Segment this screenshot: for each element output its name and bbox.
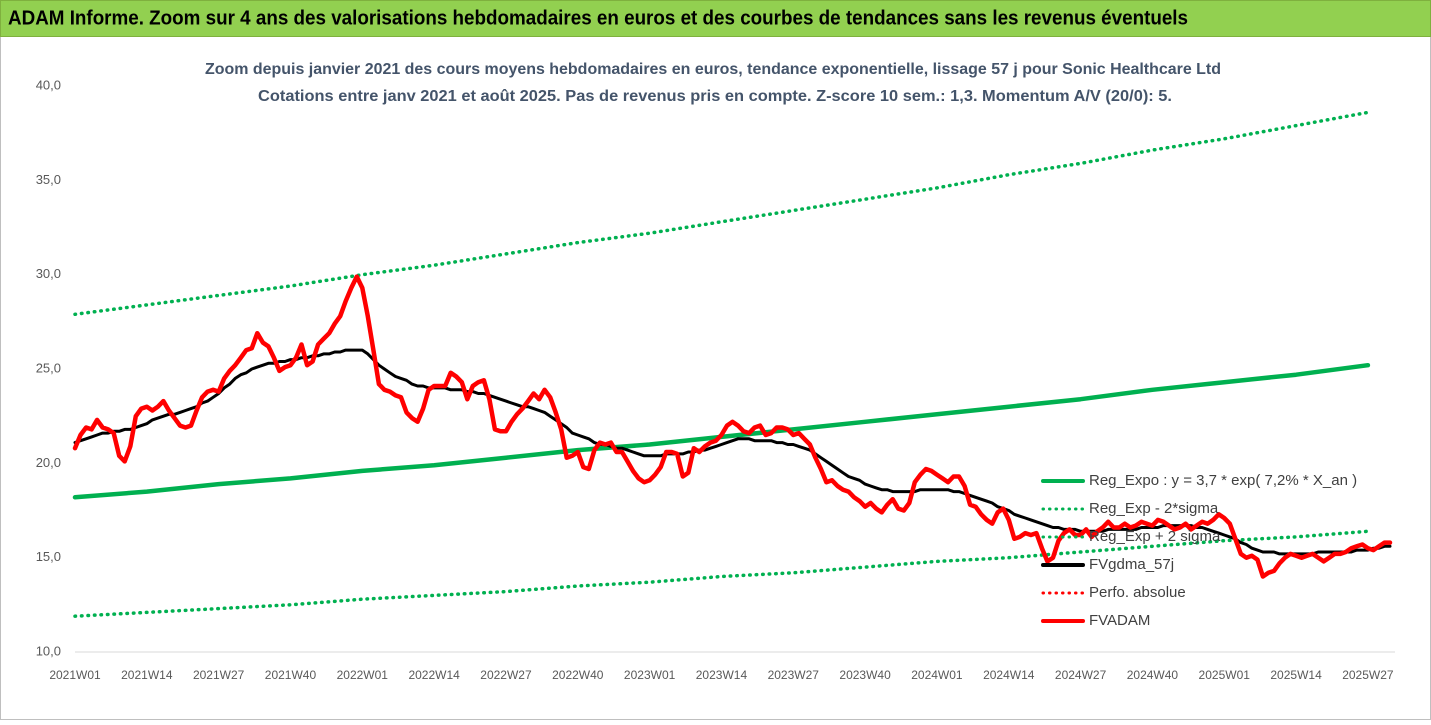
series-line xyxy=(72,274,1393,579)
header-title: ADAM Informe. Zoom sur 4 ans des valoris… xyxy=(8,7,1188,29)
y-tick-label: 40,0 xyxy=(36,77,61,92)
x-tick-label: 2021W14 xyxy=(121,668,173,682)
y-tick-label: 30,0 xyxy=(36,266,61,281)
y-tick-label: 10,0 xyxy=(36,643,61,658)
legend-label: Reg_Expo : y = 3,7 * exp( 7,2% * X_an ) xyxy=(1089,472,1357,489)
y-tick-label: 15,0 xyxy=(36,549,61,564)
legend-label: FVgdma_57j xyxy=(1089,556,1174,573)
x-tick-label: 2025W27 xyxy=(1342,668,1394,682)
x-tick-label: 2023W01 xyxy=(624,668,676,682)
x-tick-label: 2022W14 xyxy=(408,668,460,682)
legend-label: Reg_Exp + 2 sigma xyxy=(1089,528,1221,545)
legend-label: FVADAM xyxy=(1089,612,1150,629)
x-tick-label: 2021W40 xyxy=(265,668,317,682)
x-tick-label: 2022W27 xyxy=(480,668,532,682)
y-tick-label: 20,0 xyxy=(36,455,61,470)
y-tick-label: 25,0 xyxy=(36,360,61,375)
x-tick-label: 2024W27 xyxy=(1055,668,1107,682)
legend-label: Perfo. absolue xyxy=(1089,584,1186,601)
header-bar xyxy=(0,0,1431,37)
x-tick-label: 2025W14 xyxy=(1270,668,1322,682)
chart-subtitle: Cotations entre janv 2021 et août 2025. … xyxy=(258,88,1172,105)
y-tick-label: 35,0 xyxy=(36,172,61,187)
x-tick-label: 2024W40 xyxy=(1127,668,1179,682)
x-tick-label: 2025W01 xyxy=(1199,668,1251,682)
x-tick-label: 2023W27 xyxy=(768,668,820,682)
chart-title: Zoom depuis janvier 2021 des cours moyen… xyxy=(205,61,1221,78)
x-tick-label: 2024W01 xyxy=(911,668,963,682)
legend-label: Reg_Exp - 2*sigma xyxy=(1089,500,1219,517)
x-tick-label: 2023W40 xyxy=(839,668,891,682)
x-tick-label: 2022W40 xyxy=(552,668,604,682)
x-tick-label: 2024W14 xyxy=(983,668,1035,682)
x-tick-label: 2023W14 xyxy=(696,668,748,682)
x-tick-label: 2021W01 xyxy=(49,668,101,682)
series-line xyxy=(73,529,1370,618)
x-tick-label: 2021W27 xyxy=(193,668,245,682)
x-tick-label: 2022W01 xyxy=(337,668,389,682)
